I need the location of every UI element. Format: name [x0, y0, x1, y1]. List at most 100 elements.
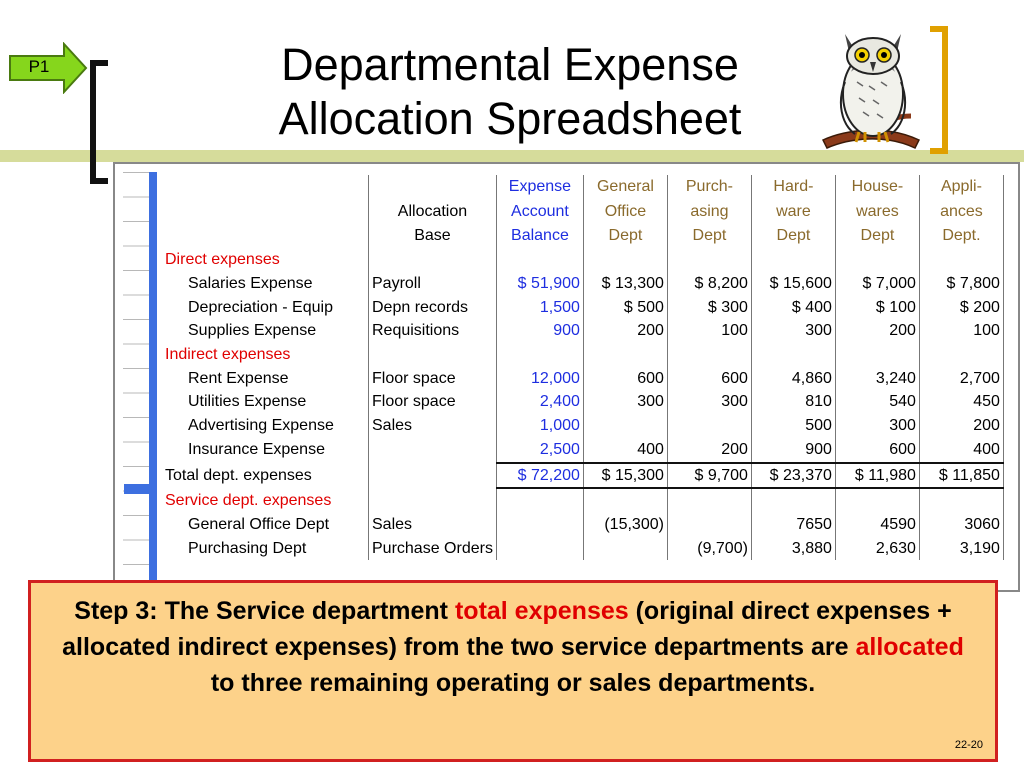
total-housewares: $ 11,980	[835, 461, 920, 490]
p1-badge-label: P1	[28, 57, 50, 76]
cell-appliances: 450	[919, 390, 1004, 415]
cell-housewares: 4590	[835, 513, 920, 537]
total-purchasing: $ 9,700	[667, 461, 752, 490]
cell-appliances: $ 200	[919, 295, 1004, 320]
cell-hardware: 500	[751, 414, 836, 438]
cell-housewares: 2,630	[835, 536, 920, 561]
left-bracket	[90, 60, 108, 184]
header-row: Base Balance Dept Dept Dept Dept Dept.	[162, 224, 1004, 249]
col-header-balance-2: Account	[496, 199, 584, 224]
col-header-appliances-1: Appli-	[919, 175, 1004, 200]
col-header-housewares-2: wares	[835, 199, 920, 224]
section-label-indirect: Indirect expenses	[162, 343, 369, 367]
table-row: Salaries Expense Payroll $ 51,900 $ 13,3…	[162, 272, 1004, 296]
col-header-housewares-3: Dept	[835, 224, 920, 249]
table-row: Rent Expense Floor space 12,000 600 600 …	[162, 366, 1004, 391]
right-bracket	[930, 26, 948, 154]
cell-hardware: 7650	[751, 513, 836, 537]
cell-hardware: $ 400	[751, 295, 836, 320]
col-header-base-2: Allocation	[368, 199, 497, 224]
col-header-appliances-3: Dept.	[919, 224, 1004, 249]
col-header-housewares-1: House-	[835, 175, 920, 200]
table-row: Purchasing Dept Purchase Orders (9,700) …	[162, 536, 1004, 561]
cell-appliances: 400	[919, 438, 1004, 463]
cell-purchasing: 600	[667, 366, 752, 391]
cell-general: 600	[583, 366, 668, 391]
cell-appliances: 2,700	[919, 366, 1004, 391]
row-balance: 1,000	[496, 414, 584, 438]
slide-title: Departmental Expense Allocation Spreadsh…	[150, 38, 870, 146]
cell-purchasing: 300	[667, 390, 752, 415]
row-balance: 2,500	[496, 438, 584, 463]
cell-hardware: 900	[751, 438, 836, 463]
col-header-hardware-2: ware	[751, 199, 836, 224]
title-underline-bar	[0, 150, 1024, 162]
cell-housewares: 200	[835, 319, 920, 344]
row-label: Supplies Expense	[162, 319, 369, 344]
section-row: Direct expenses	[162, 248, 1004, 273]
total-balance: $ 72,200	[496, 461, 584, 490]
section-row: Indirect expenses	[162, 343, 1004, 367]
total-appliances: $ 11,850	[919, 461, 1004, 490]
row-balance: 900	[496, 319, 584, 344]
cell-general: 300	[583, 390, 668, 415]
cell-appliances: 100	[919, 319, 1004, 344]
row-base: Payroll	[368, 272, 497, 296]
total-label: Total dept. expenses	[162, 462, 369, 489]
cell-housewares: $ 7,000	[835, 272, 920, 296]
row-base: Sales	[368, 414, 497, 438]
selection-bar	[149, 172, 157, 590]
callout-text: Step 3: The Service department total exp…	[47, 593, 979, 701]
cell-general	[583, 414, 668, 438]
cell-general: 400	[583, 438, 668, 463]
cell-purchasing: (9,700)	[667, 536, 752, 561]
row-label: Salaries Expense	[162, 272, 369, 296]
row-balance: $ 51,900	[496, 272, 584, 296]
table-row: Insurance Expense 2,500 400 200 900 600 …	[162, 438, 1004, 463]
col-header-balance-1: Expense	[496, 175, 584, 200]
col-header-purchasing-2: asing	[667, 199, 752, 224]
cell-housewares: 3,240	[835, 366, 920, 391]
row-base: Sales	[368, 513, 497, 537]
page-number: 22-20	[954, 739, 983, 751]
table-row: Utilities Expense Floor space 2,400 300 …	[162, 390, 1004, 415]
col-header-base-3: Base	[368, 224, 497, 249]
row-balance	[496, 536, 584, 561]
row-base: Purchase Orders	[368, 536, 497, 561]
callout-highlight-total-expenses: total expenses	[454, 597, 629, 625]
cell-general: 200	[583, 319, 668, 344]
row-base	[368, 438, 497, 463]
callout-highlight-allocated: allocated	[855, 633, 964, 661]
cell-appliances: 200	[919, 414, 1004, 438]
cell-purchasing	[667, 513, 752, 537]
cell-appliances: $ 7,800	[919, 272, 1004, 296]
col-header-general-3: Dept	[583, 224, 668, 249]
header-row: Expense General Purch- Hard- House- Appl…	[162, 175, 1004, 200]
col-header-hardware-1: Hard-	[751, 175, 836, 200]
section-label-direct: Direct expenses	[162, 248, 369, 273]
row-label: Purchasing Dept	[162, 536, 369, 561]
callout-text-part2: (original direct expenses + allocated in…	[62, 597, 952, 661]
col-header-general-1: General	[583, 175, 668, 200]
cell-housewares: 540	[835, 390, 920, 415]
callout-text-part1: Step 3: The Service department	[74, 597, 455, 625]
selection-marker	[124, 484, 157, 494]
row-base: Floor space	[368, 366, 497, 391]
row-base: Floor space	[368, 390, 497, 415]
cell-general: $ 13,300	[583, 272, 668, 296]
row-label: Depreciation - Equip	[162, 295, 369, 320]
title-line-2: Allocation Spreadsheet	[278, 93, 742, 144]
cell-hardware: 4,860	[751, 366, 836, 391]
cell-general	[583, 536, 668, 561]
cell-hardware: 3,880	[751, 536, 836, 561]
cell-purchasing: 100	[667, 319, 752, 344]
cell-appliances: 3,190	[919, 536, 1004, 561]
cell-housewares: 600	[835, 438, 920, 463]
table-row: Supplies Expense Requisitions 900 200 10…	[162, 319, 1004, 344]
cell-housewares: $ 100	[835, 295, 920, 320]
row-label: Advertising Expense	[162, 414, 369, 438]
cell-general: $ 500	[583, 295, 668, 320]
section-label-service: Service dept. expenses	[162, 488, 369, 514]
row-balance	[496, 513, 584, 537]
spreadsheet: Expense General Purch- Hard- House- Appl…	[113, 162, 1020, 592]
